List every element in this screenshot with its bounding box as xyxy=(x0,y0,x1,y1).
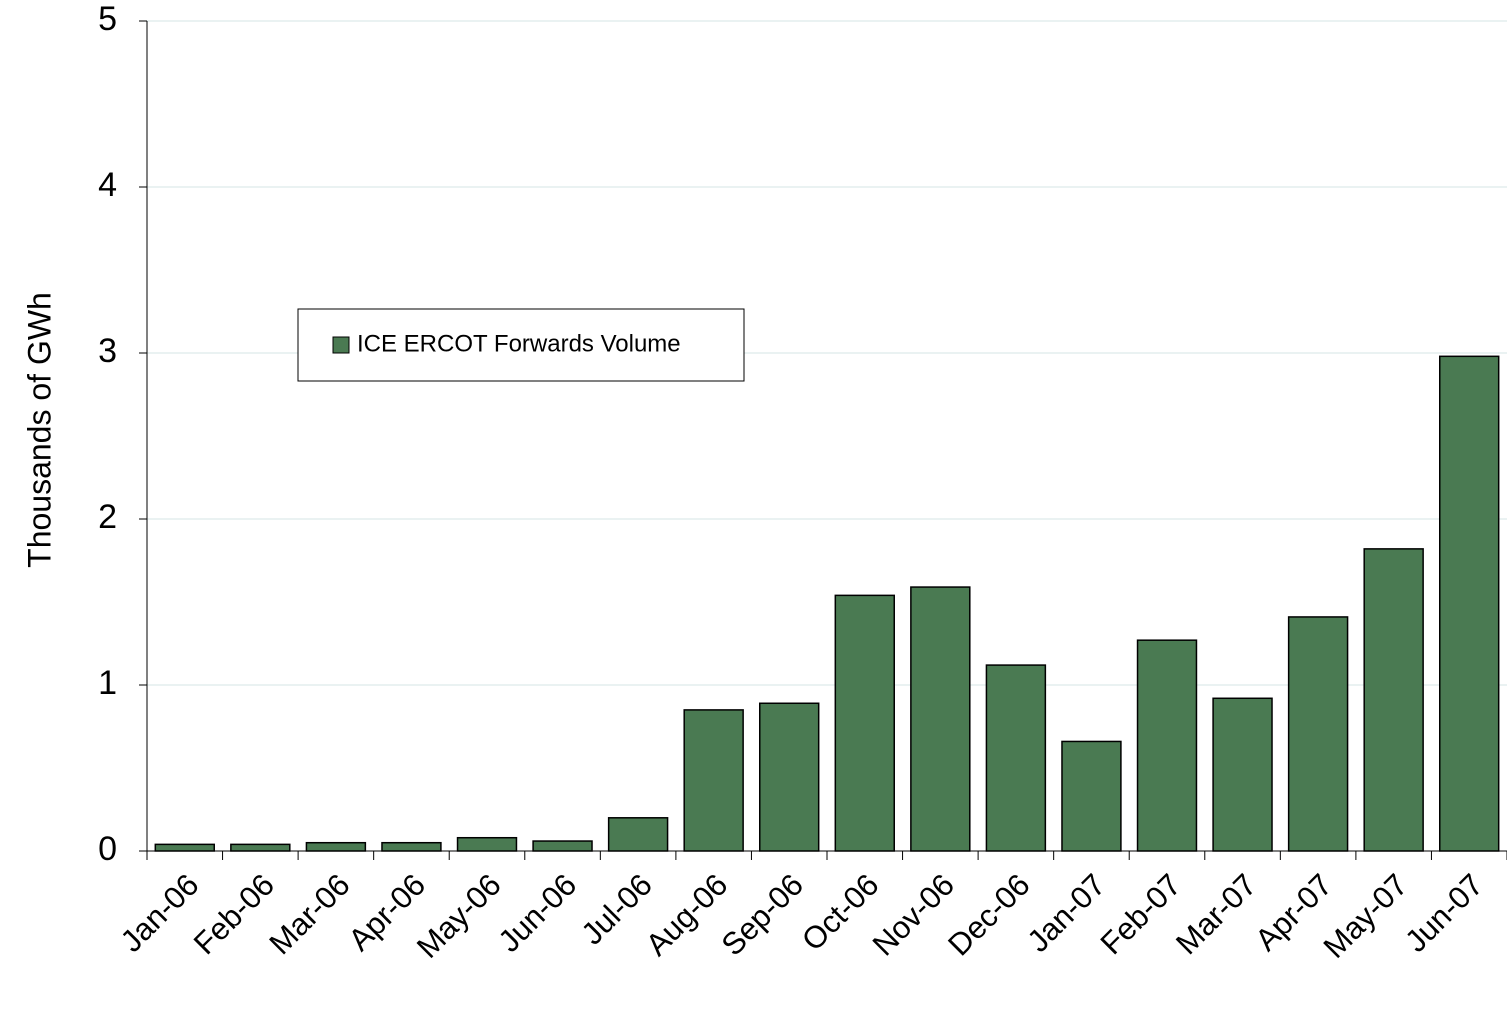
x-tick-label: Nov-06 xyxy=(866,867,961,962)
x-tick-label: Sep-06 xyxy=(715,867,810,962)
x-tick-label: Jan-06 xyxy=(114,867,206,959)
x-tick-label: Dec-06 xyxy=(941,867,1036,962)
bar xyxy=(1363,548,1424,852)
bar xyxy=(305,841,367,852)
legend-swatch xyxy=(332,336,350,354)
bar xyxy=(1136,639,1198,852)
x-tick-label: Mar-07 xyxy=(1169,867,1263,961)
x-tick-label: Jan-07 xyxy=(1020,867,1112,959)
bar xyxy=(985,664,1047,852)
x-tick-label: Jun-07 xyxy=(1398,867,1490,959)
x-tick-label: Aug-06 xyxy=(639,867,734,962)
bar xyxy=(759,702,820,852)
x-tick-label: May-07 xyxy=(1317,867,1415,965)
bar xyxy=(607,817,669,852)
bar xyxy=(381,841,442,852)
bar xyxy=(1439,355,1500,852)
bar xyxy=(1287,616,1349,852)
y-tick-label: 2 xyxy=(98,498,117,536)
x-tick-label: Feb-06 xyxy=(187,867,281,961)
bar xyxy=(532,840,593,852)
x-tick-label: Feb-07 xyxy=(1094,867,1188,961)
legend-label: ICE ERCOT Forwards Volume xyxy=(357,330,681,357)
y-axis-label: Thousands of GWh xyxy=(21,292,57,568)
bar xyxy=(1061,740,1122,852)
legend-box xyxy=(297,308,745,382)
bar xyxy=(456,836,518,852)
x-tick-label: May-06 xyxy=(410,867,508,965)
y-tick-label: 1 xyxy=(98,664,117,702)
x-tick-label: Mar-06 xyxy=(262,867,356,961)
bar xyxy=(154,843,215,852)
y-tick-label: 3 xyxy=(98,332,117,370)
bar xyxy=(910,586,971,852)
y-tick-label: 4 xyxy=(98,166,117,204)
bar xyxy=(683,709,744,852)
y-tick-label: 0 xyxy=(98,830,117,868)
bar xyxy=(230,843,291,852)
bar xyxy=(1212,697,1273,852)
bar xyxy=(834,594,895,852)
x-tick-label: Jun-06 xyxy=(492,867,584,959)
y-tick-label: 5 xyxy=(98,0,117,38)
